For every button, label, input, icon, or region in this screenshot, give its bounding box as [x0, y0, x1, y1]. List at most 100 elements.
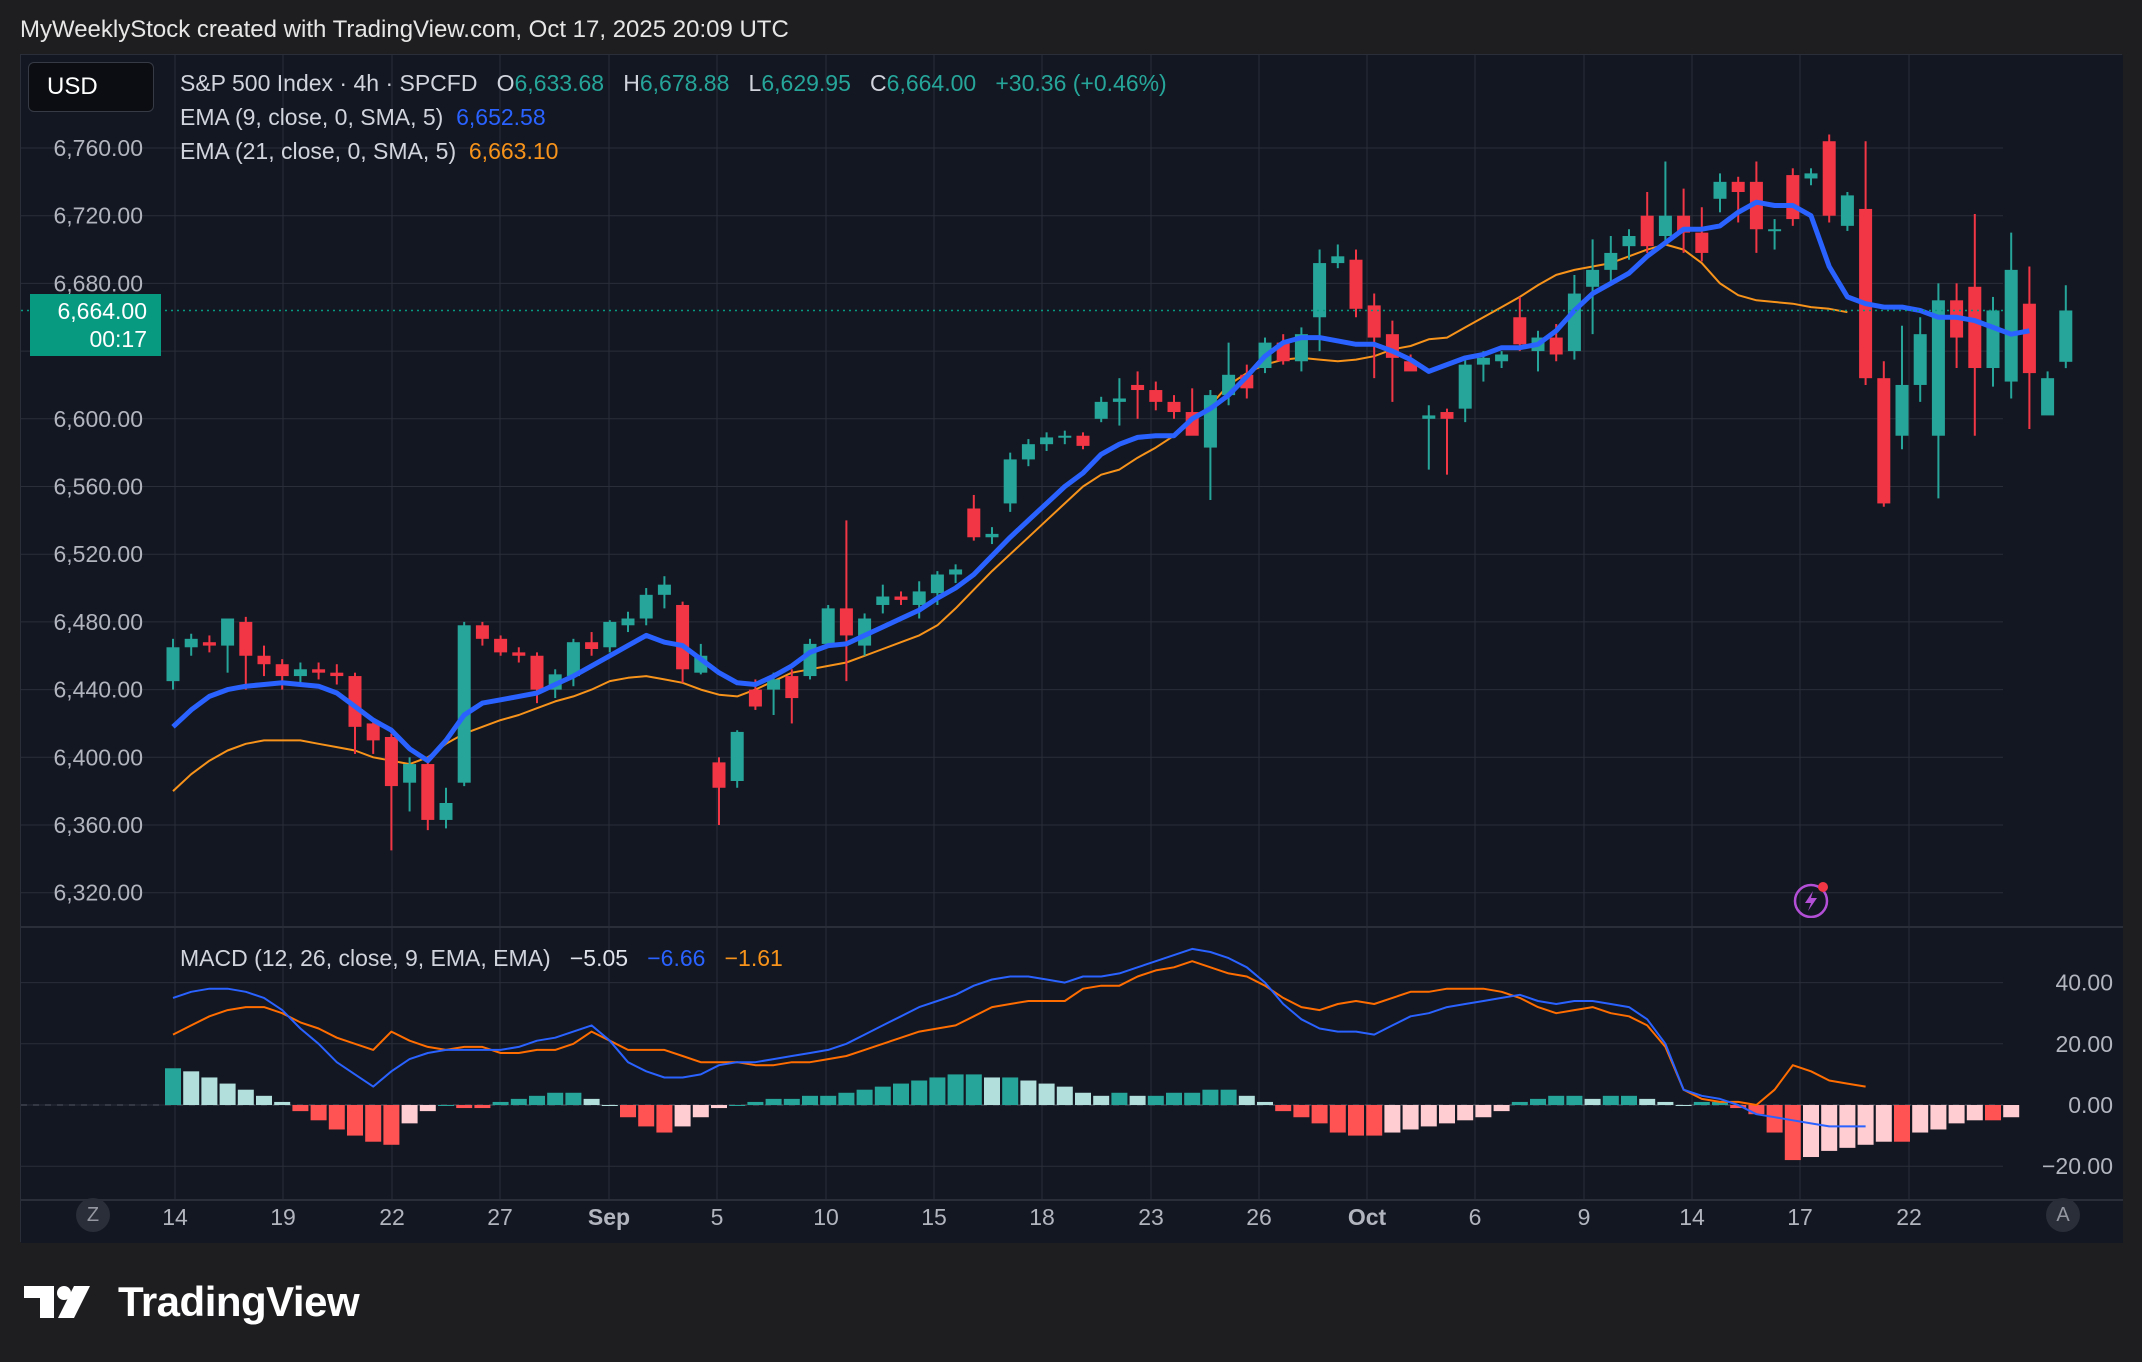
candle-body: [1040, 437, 1054, 445]
macd-histogram-bar: [1420, 1105, 1437, 1127]
candle-body: [1859, 208, 1873, 379]
macd-histogram-bar: [1075, 1092, 1091, 1105]
price-tick-label: 6,680.00: [53, 270, 143, 296]
macd-histogram-bar: [1566, 1095, 1583, 1105]
candle: [1658, 161, 1672, 243]
candle-body: [676, 604, 690, 670]
candle-body: [366, 723, 380, 741]
candle-body: [512, 652, 526, 656]
candle: [639, 588, 653, 626]
candle-body: [2004, 269, 2018, 382]
candle-body: [2022, 303, 2036, 374]
macd-histogram-bar: [456, 1105, 473, 1109]
candle-body: [712, 762, 726, 788]
candle-body: [1895, 384, 1909, 436]
macd-histogram-bar: [365, 1105, 382, 1142]
macd-histogram-bar: [856, 1089, 873, 1105]
candle: [1495, 351, 1509, 369]
candle-body: [621, 618, 635, 626]
macd-histogram-bar: [1238, 1095, 1255, 1105]
macd-histogram-bar: [674, 1105, 691, 1127]
candle-body: [2059, 310, 2073, 362]
candle: [621, 611, 635, 633]
macd-tick-label: −20.00: [2042, 1153, 2113, 1179]
macd-histogram-bar: [1402, 1105, 1419, 1130]
macd-histogram-bar: [911, 1080, 928, 1105]
candle: [1331, 244, 1345, 269]
macd-histogram-bar: [274, 1101, 291, 1105]
open-label: O: [496, 70, 515, 96]
macd-histogram-bar: [1220, 1089, 1237, 1105]
price-tick-label: 6,720.00: [53, 203, 143, 229]
candle-body: [1076, 435, 1090, 446]
candle-body: [1313, 263, 1327, 318]
ema9-legend[interactable]: EMA (9, close, 0, SMA, 5) 6,652.58: [180, 104, 546, 131]
candle: [457, 621, 471, 787]
candle-body: [821, 608, 835, 644]
macd-histogram-bar: [965, 1074, 982, 1105]
candle: [1895, 325, 1909, 450]
candle: [2041, 371, 2055, 416]
macd-histogram-bar: [802, 1095, 818, 1105]
lightning-icon[interactable]: [1792, 880, 1830, 918]
candle: [2059, 285, 2073, 369]
candle-body: [348, 676, 362, 727]
macd-histogram-bar: [328, 1105, 345, 1130]
ema9-line: [171, 199, 2030, 764]
time-tick-label: Oct: [1348, 1204, 1387, 1230]
candle: [712, 757, 726, 825]
candle-body: [1622, 236, 1636, 247]
time-tick-label: Sep: [588, 1204, 630, 1230]
price-tick-label: 6,520.00: [53, 541, 143, 567]
time-tick-label: 14: [1679, 1204, 1705, 1230]
close-value: 6,664.00: [886, 70, 977, 96]
candles: [166, 134, 2073, 851]
macd-histogram-bar: [419, 1105, 436, 1112]
chart-canvas[interactable]: 6,760.00 6,720.00 6,680.00 6,600.00 6,560.00…: [21, 55, 2123, 1243]
candle-body: [293, 669, 307, 677]
macd-histogram-bar: [547, 1092, 564, 1105]
brand[interactable]: TradingView: [24, 1278, 360, 1325]
macd-histogram-bar: [1020, 1080, 1037, 1105]
macd-histogram-bar: [1693, 1101, 1710, 1105]
candle: [1768, 219, 1782, 250]
candle: [1822, 134, 1836, 223]
macd-histogram-bar: [1166, 1092, 1182, 1105]
macd-histogram-bar: [1384, 1105, 1401, 1133]
candle-body: [2041, 378, 2055, 416]
candle-body: [785, 676, 799, 699]
macd-histogram-bar: [2003, 1105, 2020, 1118]
price-tick-label: 6,760.00: [53, 135, 143, 161]
candle-body: [1021, 444, 1035, 460]
macd-histogram-bar: [1311, 1105, 1328, 1124]
low-value: 6,629.95: [761, 70, 851, 96]
candle: [1021, 439, 1035, 467]
candle: [1349, 249, 1363, 318]
candle: [1804, 168, 1818, 186]
candle-body: [1768, 229, 1782, 232]
zoom-button[interactable]: Z: [76, 1198, 110, 1232]
macd-histogram-bar: [1930, 1105, 1947, 1130]
ema21-legend[interactable]: EMA (21, close, 0, SMA, 5) 6,663.10: [180, 138, 558, 165]
macd-histogram-bar: [1202, 1089, 1219, 1105]
macd-histogram-bar: [492, 1101, 509, 1105]
macd-histogram-bar: [1093, 1095, 1110, 1105]
candle: [1131, 371, 1145, 419]
candle-body: [1440, 412, 1454, 419]
candle: [184, 633, 198, 656]
macd-histogram-bar: [1002, 1077, 1019, 1105]
auto-scale-button[interactable]: A: [2046, 1198, 2080, 1232]
macd-histogram-bar: [401, 1105, 418, 1124]
macd-legend[interactable]: MACD (12, 26, close, 9, EMA, EMA) −5.05 …: [180, 945, 783, 972]
currency-button[interactable]: USD: [28, 62, 154, 112]
candle: [439, 787, 453, 829]
symbol-name[interactable]: S&P 500 Index · 4h · SPCFD: [180, 70, 478, 96]
candle-body: [1367, 305, 1381, 338]
candle: [1604, 236, 1618, 284]
macd-histogram-bar: [474, 1105, 491, 1109]
macd-histogram-bar: [984, 1077, 1000, 1105]
candle-body: [494, 638, 508, 653]
candle-body: [257, 655, 271, 665]
macd-signal-value: −1.61: [724, 945, 783, 971]
candle: [1622, 229, 1636, 260]
